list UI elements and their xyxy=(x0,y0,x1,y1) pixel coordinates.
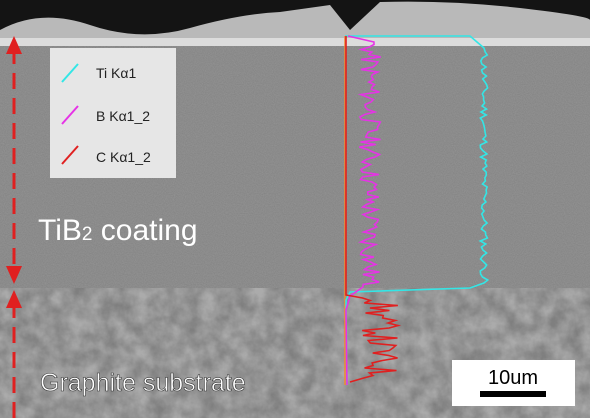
substrate-label: Graphite substrate xyxy=(40,369,246,397)
arrow-heads xyxy=(6,36,22,308)
ti-profile xyxy=(345,35,490,386)
c-profile xyxy=(345,36,402,383)
legend-label: Ti Kα1 xyxy=(96,65,136,81)
scale-bar-box xyxy=(452,360,575,406)
legend-swatch xyxy=(61,145,79,165)
legend: Ti Kα1 B Kα1_2 C Kα1_2 xyxy=(61,63,151,165)
coating-label: TiB2 coating xyxy=(38,214,198,247)
b-profile xyxy=(345,35,382,386)
top-surface xyxy=(0,1,590,46)
legend-swatch xyxy=(61,105,79,125)
legend-label: C Kα1_2 xyxy=(96,149,151,165)
scale-bar-label: 10um xyxy=(488,367,538,389)
scale-bar xyxy=(480,391,546,397)
legend-label: B Kα1_2 xyxy=(96,108,150,124)
coating-label-rest: coating xyxy=(92,214,197,247)
legend-swatch xyxy=(61,63,79,83)
coating-label-sub: 2 xyxy=(82,224,93,245)
coating-label-main: TiB xyxy=(38,214,82,247)
coating-edge xyxy=(0,38,590,48)
